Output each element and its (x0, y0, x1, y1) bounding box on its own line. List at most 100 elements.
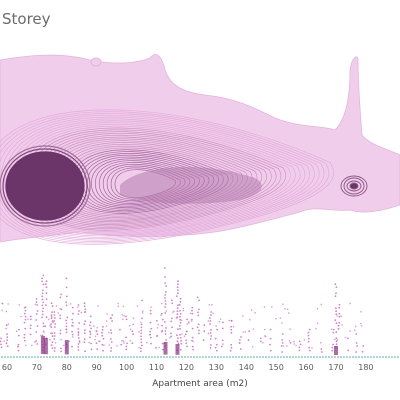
scatter-baseline-point (169, 356, 171, 358)
scatter-point (340, 315, 342, 318)
density-small-region (90, 57, 102, 67)
scatter-point (35, 313, 38, 315)
scatter-point (57, 312, 60, 314)
scatter-baseline-point (250, 356, 252, 358)
scatter-point (78, 340, 81, 342)
scatter-point (6, 345, 9, 348)
scatter-point (164, 303, 167, 305)
scatter-point (335, 343, 338, 346)
scatter-point (230, 328, 233, 331)
scatter-point (50, 302, 53, 305)
scatter-point (185, 339, 188, 342)
scatter-baseline-point (268, 356, 270, 358)
scatter-point (161, 302, 163, 305)
scatter-point (83, 341, 86, 344)
scatter-point (41, 316, 43, 319)
scatter-baseline-point (277, 356, 279, 358)
scatter-point (129, 340, 131, 342)
scatter-baseline-point (289, 356, 291, 358)
scatter-point (210, 314, 212, 316)
scatter-point (45, 280, 48, 283)
scatter-point (125, 345, 128, 348)
x-tick-label: 110 (149, 363, 164, 372)
scatter-point (77, 349, 80, 351)
scatter-point (60, 350, 63, 353)
scatter-point (44, 325, 47, 328)
scatter-point (281, 351, 283, 353)
scatter-point (210, 344, 212, 346)
scatter-baseline-point (43, 356, 45, 358)
scatter-point (53, 338, 56, 340)
scatter-baseline-point (10, 356, 12, 358)
scatter-point (160, 314, 162, 317)
scatter-point (1, 302, 3, 305)
scatter-point (164, 297, 166, 299)
scatter-point (155, 346, 157, 349)
scatter-point (334, 295, 337, 298)
scatter-baseline-point (163, 356, 165, 358)
scatter-point (198, 329, 200, 332)
scatter-point (164, 300, 167, 302)
scatter-point (88, 341, 90, 344)
scatter-baseline-point (142, 356, 144, 358)
scatter-point (335, 292, 337, 295)
scatter-point (210, 335, 213, 337)
scatter-point (334, 319, 337, 322)
scatter-point (239, 342, 241, 344)
scatter-point (344, 336, 347, 339)
scatter-point (332, 331, 335, 334)
scatter-point (35, 301, 38, 303)
scatter-point (172, 311, 174, 314)
scatter-baseline-point (241, 356, 243, 358)
scatter-point (150, 327, 153, 330)
scatter-point (24, 306, 27, 308)
scatter-baseline-point (397, 356, 399, 358)
scatter-point (110, 350, 112, 352)
density-peak-ring (0, 145, 91, 227)
scatter-baseline-point (145, 356, 147, 358)
scatter-point (23, 339, 26, 342)
scatter-baseline-point (199, 356, 201, 358)
scatter-baseline-point (28, 356, 30, 358)
scatter-point (95, 330, 98, 332)
scatter-point (149, 330, 152, 333)
scatter-point (191, 345, 194, 348)
scatter-point (254, 312, 256, 314)
scatter-point (191, 318, 193, 321)
scatter-point (36, 325, 39, 327)
scatter-point (131, 342, 134, 345)
scatter-baseline-point (160, 356, 162, 358)
scatter-point (42, 274, 45, 277)
scatter-point (20, 315, 22, 318)
scatter-point (89, 321, 92, 324)
scatter-point (34, 341, 36, 343)
scatter-baseline-point (382, 356, 384, 358)
scatter-point (51, 311, 53, 314)
x-tick-label: 140 (239, 363, 254, 372)
scatter-baseline-point (298, 356, 300, 358)
scatter-baseline-point (259, 356, 261, 358)
x-tick-label: 70 (32, 363, 42, 372)
scatter-point (335, 307, 337, 310)
scatter-point (51, 305, 54, 308)
scatter-point (209, 347, 212, 349)
scatter-baseline-point (256, 356, 258, 358)
scatter-point (177, 283, 179, 286)
scatter-baseline-point (370, 356, 372, 358)
scatter-point (263, 328, 266, 331)
scatter-baseline-point (127, 356, 129, 358)
scatter-baseline-point (217, 356, 219, 358)
density-contour-line (12, 122, 301, 235)
scatter-point (36, 343, 39, 345)
scatter-point (77, 332, 80, 334)
scatter-point (259, 337, 262, 340)
scatter-point (90, 348, 93, 351)
scatter-point (51, 347, 54, 350)
scatter-point (6, 333, 8, 336)
scatter-dense-cluster (43, 338, 48, 355)
scatter-point (108, 331, 110, 334)
scatter-point (90, 327, 92, 330)
scatter-point (177, 337, 179, 340)
scatter-point (121, 314, 123, 316)
scatter-point (209, 338, 212, 340)
